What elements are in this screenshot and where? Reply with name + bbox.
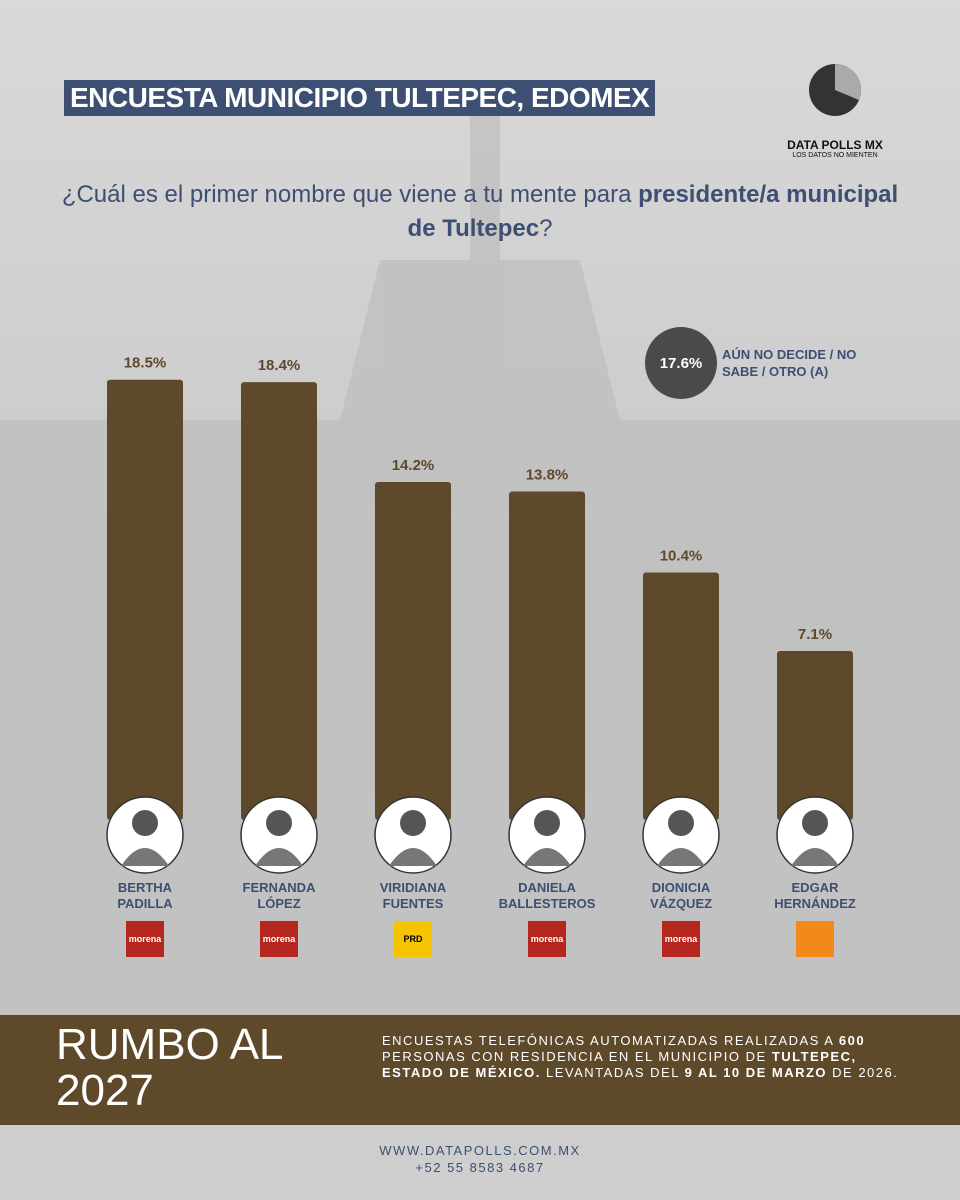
methodology: ENCUESTAS TELEFÓNICAS AUTOMATIZADAS REAL… [382, 1033, 922, 1081]
methodology-text: PERSONAS CON RESIDENCIA EN EL MUNICIPIO … [382, 1049, 772, 1064]
undecided-value: 17.6% [660, 355, 703, 372]
brand-slogan: LOS DATOS NO MIENTEN [792, 152, 878, 159]
photo-head [802, 810, 828, 836]
candidate-name: DANIELA BALLESTEROS [498, 880, 596, 911]
photo-body [121, 848, 169, 866]
photo-body [389, 848, 437, 866]
undecided-badge [645, 327, 717, 399]
title: ENCUESTA MUNICIPIO TULTEPEC, EDOMEX [64, 80, 656, 116]
methodology-text: LEVANTADAS DEL [540, 1065, 685, 1080]
value-label: 13.8% [526, 467, 569, 484]
candidate-name: BERTHA PADILLA [117, 880, 173, 911]
methodology-text: ENCUESTAS TELEFÓNICAS AUTOMATIZADAS REAL… [382, 1033, 839, 1048]
brand: DATA POLLS MX LOS DATOS NO MIENTEN [770, 138, 900, 159]
candidate-name: FERNANDA LÓPEZ [242, 880, 316, 911]
photo-head [668, 810, 694, 836]
bar [375, 482, 451, 820]
candidate-name: DIONICIA VÁZQUEZ [649, 880, 713, 911]
party-name: PRD [403, 934, 423, 944]
phone: +52 55 8583 4687 [415, 1160, 545, 1175]
party-logo [260, 921, 298, 957]
candidate-name: EDGAR HERNÁNDEZ [774, 880, 856, 911]
photo-head [534, 810, 560, 836]
photo-head [400, 810, 426, 836]
party-name: morena [263, 934, 297, 944]
photo-body [791, 848, 839, 866]
party-name: morena [665, 934, 699, 944]
undecided-label: AÚN NO DECIDE / NO SABE / OTRO (A) [722, 347, 857, 379]
methodology-text: TULTEPEC, ESTADO DE MÉXICO. [382, 1049, 857, 1080]
party-logo [394, 921, 432, 957]
bar [509, 491, 585, 820]
methodology-text: 9 AL 10 DE MARZO [684, 1065, 828, 1080]
value-label: 14.2% [392, 457, 435, 474]
brand-name: DATA POLLS MX [787, 138, 883, 152]
question: ¿Cuál es el primer nombre que viene a tu… [60, 178, 900, 246]
party-logo [796, 921, 834, 957]
party-name: morena [531, 934, 565, 944]
question-text: ? [539, 215, 553, 242]
photo-body [523, 848, 571, 866]
methodology-text: DE 2026. [827, 1065, 899, 1080]
value-label: 18.5% [124, 355, 167, 372]
brand-logo [809, 64, 861, 116]
methodology-text: 600 [838, 1033, 866, 1048]
photo-head [132, 810, 158, 836]
photo-body [255, 848, 303, 866]
value-label: 7.1% [798, 626, 832, 643]
question-bold: presidente/a municipal de Tultepec [407, 181, 899, 242]
party-logo [528, 921, 566, 957]
value-label: 18.4% [258, 357, 301, 374]
photo-head [266, 810, 292, 836]
footer-band [0, 1015, 960, 1125]
candidate-name: VIRIDIANA FUENTES [379, 880, 447, 911]
party-name: morena [129, 934, 163, 944]
bar [241, 382, 317, 820]
question-text: ¿Cuál es el primer nombre que viene a tu… [61, 181, 639, 208]
photo-body [657, 848, 705, 866]
value-label: 10.4% [660, 547, 703, 564]
party-logo [662, 921, 700, 957]
bar [107, 379, 183, 820]
headline: RUMBO AL 2027 [56, 1020, 282, 1115]
party-logo [126, 921, 164, 957]
bar [643, 572, 719, 820]
bar [777, 651, 853, 820]
website: WWW.DATAPOLLS.COM.MX [379, 1143, 581, 1158]
